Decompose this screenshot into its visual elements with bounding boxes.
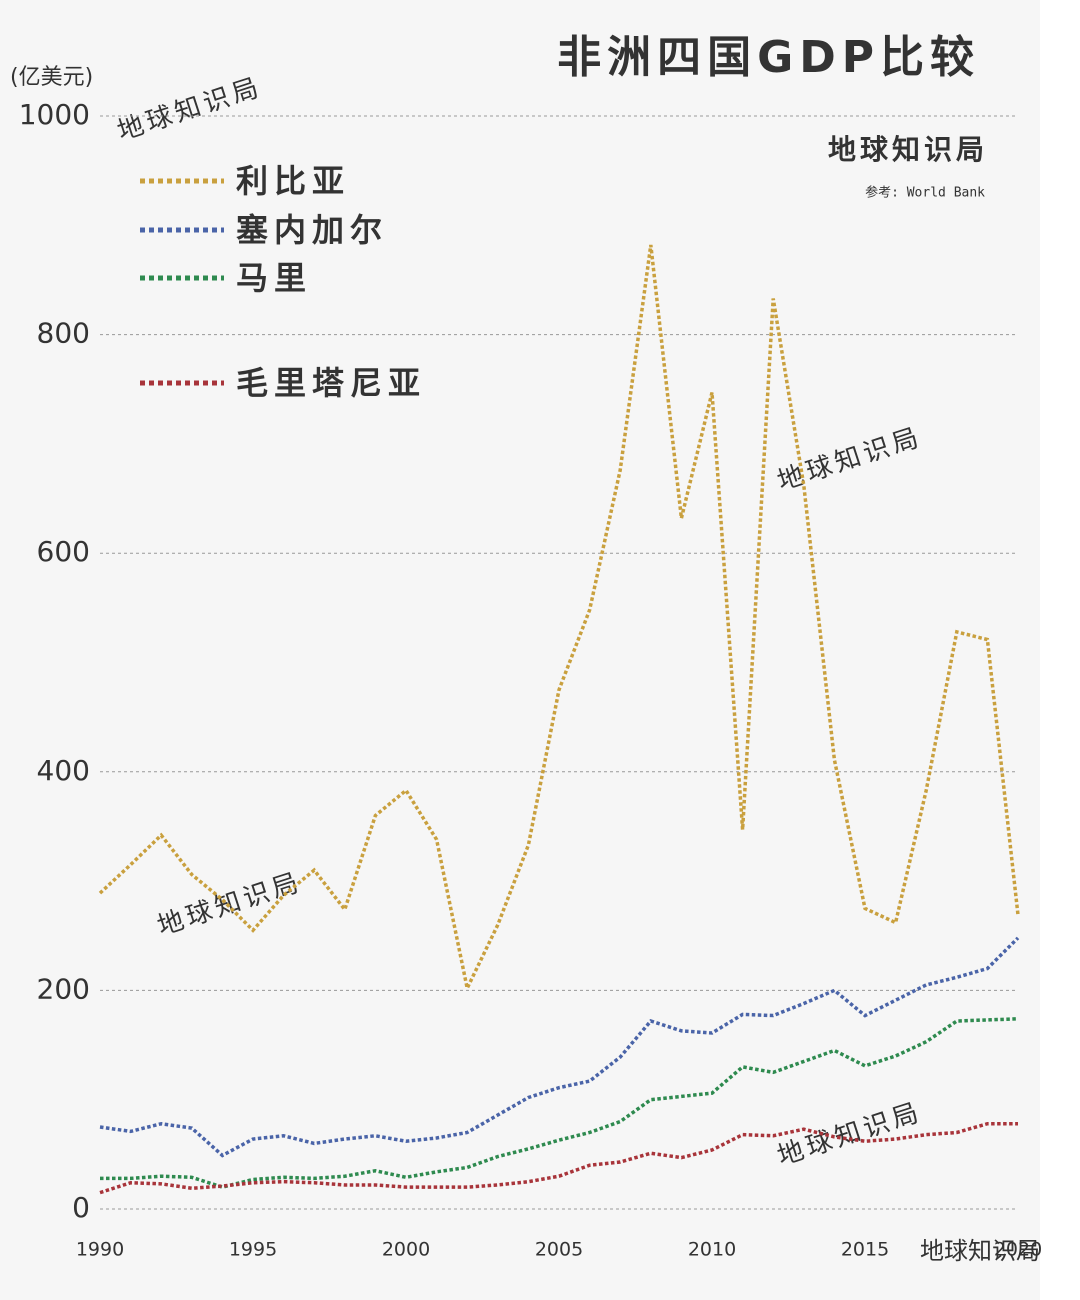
source: 参考: World Bank [865, 185, 985, 201]
y-tick-label: 1000 [19, 98, 90, 131]
y-unit: (亿美元) [10, 65, 93, 90]
series-line [98, 244, 1020, 994]
y-tick-label: 0 [72, 1191, 90, 1224]
x-tick-label: 2005 [535, 1239, 583, 1261]
y-tick-label: 400 [37, 754, 90, 787]
margin [1040, 0, 1080, 1300]
x-tick-label: 2010 [688, 1239, 736, 1261]
y-tick-label: 800 [37, 317, 90, 350]
brand: 地球知识局 [828, 133, 988, 166]
x-tick-label: 1995 [229, 1239, 277, 1261]
chart-title: 非洲四国GDP比较 [557, 32, 980, 83]
series-line [99, 1122, 1018, 1195]
x-tick-label: 1990 [76, 1239, 124, 1261]
footer-brand: 地球知识局 [920, 1237, 1040, 1265]
legend-label: 毛里塔尼亚 [236, 364, 426, 402]
legend-label: 马里 [236, 259, 312, 297]
y-tick-label: 600 [37, 535, 90, 568]
x-tick-label: 2015 [841, 1239, 889, 1261]
background [0, 0, 1040, 1300]
series-line [99, 936, 1020, 1158]
x-tick-label: 2000 [382, 1239, 430, 1261]
legend-label: 利比亚 [236, 162, 350, 200]
x-tick-label: 2020 [994, 1239, 1042, 1261]
legend-label: 塞内加尔 [236, 211, 388, 249]
y-tick-label: 200 [37, 972, 90, 1005]
